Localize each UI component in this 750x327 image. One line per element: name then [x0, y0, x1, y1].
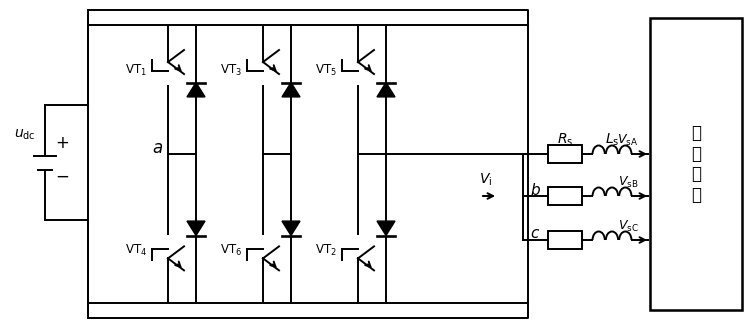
Polygon shape [377, 82, 395, 97]
Bar [548, 145, 582, 163]
Text: $L_{\rm s}$: $L_{\rm s}$ [604, 132, 619, 148]
Bar [548, 231, 582, 249]
Polygon shape [187, 82, 205, 97]
Text: VT$_2$: VT$_2$ [315, 243, 337, 258]
Bar [650, 18, 742, 310]
Text: $V_{\rm i}$: $V_{\rm i}$ [479, 172, 493, 188]
Polygon shape [282, 82, 300, 97]
Text: $V_{\rm sC}$: $V_{\rm sC}$ [618, 218, 638, 233]
Text: $R_{\rm s}$: $R_{\rm s}$ [556, 132, 573, 148]
Text: +: + [55, 133, 69, 151]
Text: 交
流
电
网: 交 流 电 网 [691, 124, 701, 204]
Text: VT$_1$: VT$_1$ [125, 62, 147, 78]
Text: $V_{\rm sA}$: $V_{\rm sA}$ [617, 132, 638, 147]
Bar [548, 187, 582, 205]
Polygon shape [187, 221, 205, 235]
Text: VT$_3$: VT$_3$ [220, 62, 242, 78]
Polygon shape [377, 221, 395, 235]
Text: VT$_6$: VT$_6$ [220, 243, 242, 258]
Text: VT$_4$: VT$_4$ [125, 243, 147, 258]
Text: −: − [55, 167, 69, 185]
Text: $a$: $a$ [152, 139, 163, 157]
Text: $V_{\rm sB}$: $V_{\rm sB}$ [618, 174, 638, 190]
Polygon shape [282, 221, 300, 235]
Text: $u_{\rm dc}$: $u_{\rm dc}$ [14, 127, 36, 142]
Text: $b$: $b$ [530, 182, 541, 198]
Text: $c$: $c$ [530, 227, 540, 242]
Text: VT$_5$: VT$_5$ [315, 62, 337, 78]
